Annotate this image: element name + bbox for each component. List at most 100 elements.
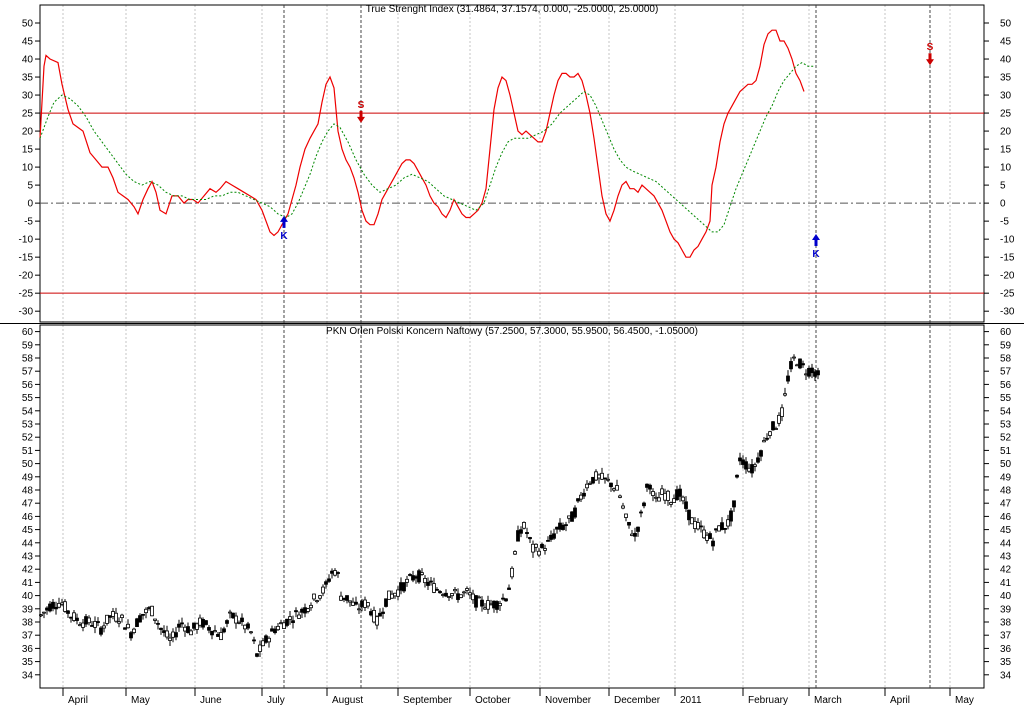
price-y-tick-label-right: 40 (1000, 591, 1012, 602)
candle-body (315, 600, 319, 603)
candle-body (201, 618, 205, 628)
tsi-y-tick-label-left: 0 (27, 199, 33, 210)
candle-body (573, 507, 577, 518)
candle-body (588, 482, 592, 485)
candle-body (519, 529, 523, 534)
candle-body (627, 521, 631, 526)
candle-body (42, 611, 46, 614)
candle-body (60, 602, 64, 605)
candle-body (780, 407, 784, 417)
candle-body (147, 607, 151, 609)
price-y-tick-label-left: 60 (22, 327, 34, 338)
candle-body (438, 591, 442, 594)
candle-body (294, 610, 298, 613)
candle-body (303, 607, 307, 614)
tsi-y-tick-label-left: -10 (19, 235, 34, 246)
candle-body (663, 492, 667, 501)
sell-arrow (926, 53, 934, 66)
candle-body (639, 511, 643, 514)
candle-body (504, 598, 508, 602)
candle-body (129, 632, 133, 639)
candle-body (597, 474, 601, 479)
candle-body (687, 509, 691, 521)
candle-body (423, 577, 427, 584)
tsi-y-tick-label-left: -30 (19, 307, 34, 318)
candle-body (72, 612, 76, 621)
candle-body (603, 477, 607, 480)
candle-body (372, 609, 376, 623)
candle-body (813, 371, 817, 377)
candle-body (318, 595, 322, 599)
candle-body (198, 617, 202, 626)
candle-body (189, 630, 193, 636)
candle-body (216, 633, 220, 637)
candle-body (321, 586, 325, 594)
candle-body (666, 490, 670, 501)
candle-body (786, 375, 790, 382)
candle-body (228, 611, 232, 614)
buy-arrow (812, 233, 820, 246)
price-y-tick-label-left: 47 (22, 499, 34, 510)
candle-body (483, 607, 487, 610)
candle-body (471, 593, 475, 601)
tsi-y-tick-label-right: 5 (1000, 181, 1006, 192)
price-y-tick-label-left: 39 (22, 604, 34, 615)
candle-body (450, 593, 454, 597)
candle-body (330, 570, 334, 574)
candle-body (624, 513, 628, 518)
tsi-signals: K S K S (280, 42, 934, 260)
candle-body (747, 467, 751, 472)
price-y-tick-label-left: 50 (22, 459, 34, 470)
month-label: April (68, 695, 88, 706)
candle-body (810, 367, 814, 374)
candle-body (528, 537, 532, 540)
buy-signal-label: K (280, 231, 288, 242)
candle-body (366, 602, 370, 607)
candle-body (339, 595, 343, 601)
candle-body (405, 578, 409, 583)
candle-body (717, 525, 721, 532)
candle-body (66, 610, 70, 614)
tsi-y-tick-label-right: -15 (1000, 253, 1015, 264)
candle-body (279, 622, 283, 625)
candle-body (309, 604, 313, 609)
candle-body (669, 502, 673, 505)
candle-body (132, 628, 136, 633)
tsi-series (39, 29, 814, 258)
candle-body (78, 624, 82, 627)
candle-body (168, 637, 172, 641)
candle-body (630, 533, 634, 536)
candle-body (288, 616, 292, 620)
candle-body (240, 617, 244, 623)
price-y-tick-label-right: 37 (1000, 631, 1012, 642)
candle-body (567, 515, 571, 519)
candle-body (393, 592, 397, 597)
tsi-y-tick-label-right: -10 (1000, 235, 1015, 246)
candle-body (369, 611, 373, 616)
candle-body (195, 623, 199, 630)
candle-body (495, 601, 499, 610)
candle-body (501, 597, 505, 600)
candle-body (768, 431, 772, 436)
tsi-y-tick-label-left: 20 (22, 127, 34, 138)
candle-body (354, 601, 358, 605)
candle-body (327, 578, 331, 582)
candle-body (312, 593, 316, 600)
candle-body (261, 640, 265, 647)
price-y-tick-label-left: 46 (22, 512, 34, 523)
candle-body (105, 614, 109, 624)
candle-body (171, 631, 175, 638)
candle-body (582, 492, 586, 497)
candle-body (798, 358, 802, 369)
price-y-tick-label-right: 56 (1000, 380, 1012, 391)
candle-body (651, 491, 655, 496)
candle-body (594, 471, 598, 481)
candle-body (99, 627, 103, 635)
candle-body (276, 625, 280, 631)
candle-body (675, 489, 679, 501)
candle-body (645, 483, 649, 488)
candle-body (75, 617, 79, 621)
candle-body (84, 616, 88, 625)
candle-body (381, 611, 385, 614)
